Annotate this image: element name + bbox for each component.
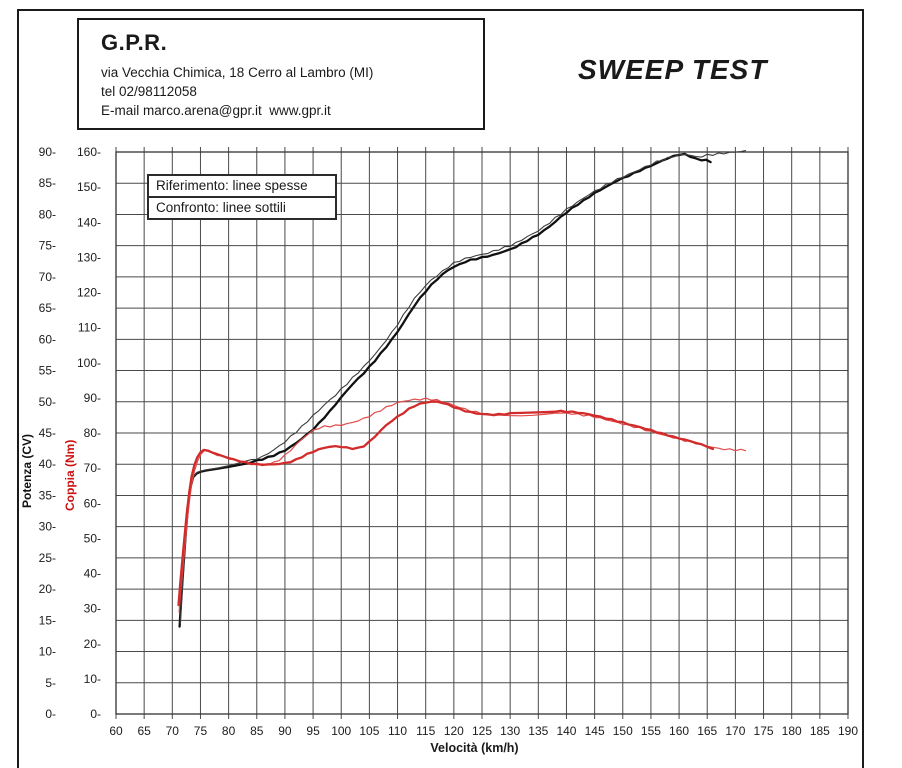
speed-tick: 145 bbox=[585, 724, 605, 738]
torque-tick: 80- bbox=[84, 426, 101, 440]
curve-coppia-riferimento bbox=[177, 400, 715, 607]
chart-legend: Riferimento: linee spesse Confronto: lin… bbox=[147, 174, 337, 220]
power-tick: 90- bbox=[39, 145, 56, 159]
speed-tick: 130 bbox=[500, 724, 520, 738]
speed-tick: 125 bbox=[472, 724, 492, 738]
speed-tick: 165 bbox=[697, 724, 717, 738]
torque-tick: 0- bbox=[90, 707, 101, 721]
power-axis-title: Potenza (CV) bbox=[20, 433, 34, 508]
torque-tick: 90- bbox=[84, 391, 101, 405]
speed-tick: 150 bbox=[613, 724, 633, 738]
torque-tick: 20- bbox=[84, 637, 101, 651]
power-tick: 5- bbox=[45, 676, 56, 690]
power-tick: 55- bbox=[39, 364, 56, 378]
speed-tick-labels: 60 65 70 75 80 85 90 95 100 105 110 115 120 125 130 135… bbox=[109, 724, 858, 738]
company-phone: tel 02/98112058 bbox=[101, 84, 197, 99]
company-email: E-mail marco.arena@gpr.it www.gpr.it bbox=[101, 103, 331, 118]
company-header-box: G.P.R. via Vecchia Chimica, 18 Cerro al … bbox=[77, 18, 485, 130]
legend-comparison: Confronto: linee sottili bbox=[156, 200, 286, 215]
power-tick: 0- bbox=[45, 707, 56, 721]
chart-grid bbox=[115, 147, 849, 719]
power-tick: 10- bbox=[39, 645, 56, 659]
curve-potenza-riferimento bbox=[178, 152, 712, 628]
power-tick: 60- bbox=[39, 332, 56, 346]
speed-tick: 75 bbox=[194, 724, 208, 738]
torque-tick: 30- bbox=[84, 602, 101, 616]
speed-tick: 105 bbox=[359, 724, 379, 738]
torque-tick: 40- bbox=[84, 567, 101, 581]
power-tick: 75- bbox=[39, 239, 56, 253]
company-name: G.P.R. bbox=[101, 30, 168, 55]
speed-axis-title: Velocità (km/h) bbox=[430, 741, 519, 755]
speed-tick: 80 bbox=[222, 724, 236, 738]
power-tick: 25- bbox=[39, 551, 56, 565]
torque-tick: 160- bbox=[77, 145, 101, 159]
power-tick-labels: 0- 5- 10- 15- 20- 25- 30- 35- 40- 45- 50- 55- 60- 65-… bbox=[39, 145, 56, 721]
speed-tick: 110 bbox=[388, 724, 407, 738]
power-tick: 85- bbox=[39, 176, 56, 190]
speed-tick: 90 bbox=[278, 724, 292, 738]
speed-tick: 185 bbox=[810, 724, 830, 738]
power-tick: 15- bbox=[39, 613, 56, 627]
speed-tick: 100 bbox=[331, 724, 351, 738]
power-tick: 35- bbox=[39, 488, 56, 502]
power-tick: 80- bbox=[39, 207, 56, 221]
torque-tick: 70- bbox=[84, 461, 101, 475]
torque-tick: 120- bbox=[77, 286, 101, 300]
torque-tick: 140- bbox=[77, 215, 101, 229]
curve-coppia-confronto bbox=[178, 397, 747, 613]
torque-tick: 10- bbox=[84, 672, 101, 686]
speed-tick: 140 bbox=[556, 724, 576, 738]
speed-tick: 95 bbox=[306, 724, 320, 738]
plot-border bbox=[115, 151, 849, 715]
torque-tick: 150- bbox=[77, 180, 101, 194]
speed-tick: 65 bbox=[137, 724, 151, 738]
speed-tick: 180 bbox=[782, 724, 802, 738]
speed-tick: 135 bbox=[528, 724, 548, 738]
torque-tick: 110- bbox=[78, 321, 101, 335]
speed-tick: 170 bbox=[725, 724, 745, 738]
power-tick: 20- bbox=[39, 582, 56, 596]
torque-tick: 130- bbox=[77, 250, 101, 264]
speed-tick: 155 bbox=[641, 724, 661, 738]
power-tick: 50- bbox=[39, 395, 56, 409]
speed-tick: 60 bbox=[109, 724, 123, 738]
speed-tick: 120 bbox=[444, 724, 464, 738]
chart-series bbox=[177, 150, 747, 628]
torque-axis-title: Coppia (Nm) bbox=[63, 439, 77, 511]
speed-tick: 70 bbox=[166, 724, 180, 738]
speed-tick: 115 bbox=[416, 724, 435, 738]
speed-tick: 85 bbox=[250, 724, 264, 738]
torque-tick: 60- bbox=[84, 496, 101, 510]
legend-reference: Riferimento: linee spesse bbox=[149, 176, 335, 198]
page-border bbox=[17, 9, 864, 768]
torque-tick: 100- bbox=[77, 356, 101, 370]
power-tick: 70- bbox=[39, 270, 56, 284]
speed-tick: 190 bbox=[838, 724, 858, 738]
speed-tick: 160 bbox=[669, 724, 689, 738]
page-title: SWEEP TEST bbox=[578, 54, 768, 85]
power-tick: 40- bbox=[39, 457, 56, 471]
speed-tick: 175 bbox=[754, 724, 774, 738]
curve-potenza-confronto bbox=[179, 150, 747, 625]
torque-tick-labels: 0- 10- 20- 30- 40- 50- 60- 70- 80- 90- 100- 110- 120… bbox=[77, 145, 101, 721]
power-tick: 30- bbox=[39, 520, 56, 534]
power-tick: 45- bbox=[39, 426, 56, 440]
torque-tick: 50- bbox=[84, 531, 101, 545]
power-tick: 65- bbox=[39, 301, 56, 315]
company-address: via Vecchia Chimica, 18 Cerro al Lambro … bbox=[101, 65, 374, 80]
